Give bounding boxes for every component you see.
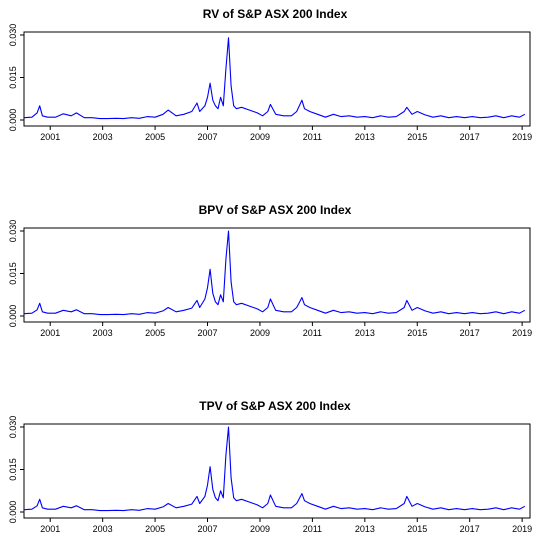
x-tick-label: 2005	[145, 328, 165, 338]
chart-title: TPV of S&P ASX 200 Index	[199, 399, 351, 413]
x-tick-label: 2019	[512, 328, 532, 338]
x-tick-label: 2015	[407, 328, 427, 338]
y-tick-label: 0.030	[8, 416, 18, 439]
x-tick-label: 2003	[93, 328, 113, 338]
y-tick-label: 0.015	[8, 458, 18, 481]
x-tick-label: 2011	[303, 328, 322, 338]
series-line	[23, 426, 526, 512]
x-tick-label: 2019	[512, 132, 532, 142]
x-tick-label: 2013	[355, 328, 375, 338]
x-tick-label: 2003	[93, 524, 113, 534]
y-tick-label: 0.000	[8, 305, 18, 328]
x-tick-label: 2013	[355, 524, 375, 534]
x-tick-label: 2017	[460, 132, 480, 142]
chart-3: TPV of S&P ASX 200 Index 2001 2003 2005 2007…	[8, 399, 532, 534]
x-tick-label: 2005	[145, 524, 165, 534]
chart-title: RV of S&P ASX 200 Index	[203, 7, 348, 21]
x-tick-label: 2007	[198, 132, 218, 142]
chart-2: BPV of S&P ASX 200 Index 2001 2003 2005 2007…	[8, 203, 532, 338]
y-tick-label: 0.000	[8, 109, 18, 132]
x-tick-label: 2009	[250, 328, 270, 338]
y-tick-label: 0.030	[8, 220, 18, 243]
x-tick-label: 2001	[40, 524, 60, 534]
x-tick-label: 2001	[40, 328, 60, 338]
plot-frame	[23, 423, 531, 519]
plot-frame	[23, 31, 531, 127]
plot-frame	[23, 227, 531, 323]
x-tick-label: 2015	[407, 132, 427, 142]
x-tick-label: 2009	[250, 132, 270, 142]
y-tick-label: 0.030	[8, 24, 18, 47]
chart-panel-2: BPV of S&P ASX 200 Index 2001 2003 2005 2007…	[0, 196, 550, 350]
x-tick-label: 2011	[303, 524, 322, 534]
x-tick-label: 2011	[303, 132, 322, 142]
chart-panel-1: RV of S&P ASX 200 Index 2001 2003 2005 2007 2…	[0, 0, 550, 154]
x-tick-label: 2019	[512, 524, 532, 534]
y-tick-label: 0.015	[8, 262, 18, 285]
x-tick-label: 2007	[198, 328, 218, 338]
x-tick-label: 2015	[407, 524, 427, 534]
y-tick-label: 0.015	[8, 66, 18, 89]
y-tick-label: 0.000	[8, 501, 18, 524]
x-tick-label: 2005	[145, 132, 165, 142]
x-tick-label: 2009	[250, 524, 270, 534]
x-tick-label: 2013	[355, 132, 375, 142]
chart-title: BPV of S&P ASX 200 Index	[199, 203, 352, 217]
chart-panel-3: TPV of S&P ASX 200 Index 2001 2003 2005 2007…	[0, 392, 550, 546]
chart-1: RV of S&P ASX 200 Index 2001 2003 2005 2007 2…	[8, 7, 532, 142]
x-tick-label: 2017	[460, 328, 480, 338]
series-line	[23, 230, 526, 316]
x-tick-label: 2017	[460, 524, 480, 534]
x-tick-label: 2003	[93, 132, 113, 142]
x-tick-label: 2001	[40, 132, 60, 142]
series-line	[23, 37, 526, 120]
x-tick-label: 2007	[198, 524, 218, 534]
